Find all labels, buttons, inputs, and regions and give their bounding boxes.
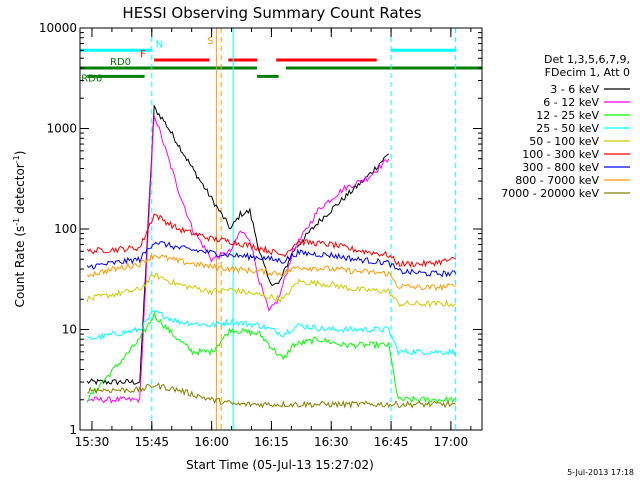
y-axis-label-sup2: -1: [12, 155, 21, 163]
series-line-5: [86, 213, 456, 268]
series-line-8: [87, 382, 456, 409]
x-tick-label-5: 16:45: [374, 435, 409, 449]
x-tick-label-4: 16:30: [314, 435, 349, 449]
legend-header-0: Det 1,3,5,6,7,9,: [544, 53, 630, 66]
y-axis-label-mid: detector: [13, 163, 27, 218]
y-axis-label-main: Count Rate (s: [13, 226, 27, 308]
flag-bars: NF RD0 RD6 S: [80, 36, 482, 84]
marker-lines: [151, 28, 457, 430]
y-tick-label-3: 1000: [46, 122, 77, 136]
legend-label-5: 100 - 300 keV: [522, 148, 599, 161]
y-tick-label-2: 100: [54, 222, 77, 236]
x-tick-label-0: 15:30: [75, 435, 110, 449]
chart-title: HESSI Observing Summary Count Rates: [122, 4, 421, 22]
x-tick-label-6: 17:00: [434, 435, 469, 449]
legend-label-3: 25 - 50 keV: [536, 122, 599, 135]
x-axis-ticks: 15:30 15:45 16:00 16:15 16:30 16:45 17:00: [75, 28, 472, 449]
x-tick-label-1: 15:45: [134, 435, 169, 449]
legend-label-2: 12 - 25 keV: [536, 109, 599, 122]
series-line-6: [86, 241, 457, 278]
series-lines: [86, 104, 457, 409]
y-tick-label-1: 10: [62, 323, 77, 337]
legend-label-7: 800 - 7000 keV: [515, 174, 599, 187]
series-line-3: [86, 309, 457, 357]
series-line-1: [87, 115, 390, 404]
legend: Det 1,3,5,6,7,9,FDecim 1, Att 0 3 - 6 keV…: [501, 53, 630, 200]
legend-label-4: 50 - 100 keV: [529, 135, 599, 148]
y-axis-label-sup1: -1: [12, 218, 21, 226]
y-tick-label-0: 1: [69, 423, 77, 437]
flag-label-n: N: [156, 39, 163, 50]
x-axis-label: Start Time (05-Jul-13 15:27:02): [186, 458, 374, 472]
x-tick-label-3: 16:15: [254, 435, 289, 449]
date-stamp: 5-Jul-2013 17:18: [567, 468, 634, 477]
legend-header-1: FDecim 1, Att 0: [545, 66, 630, 79]
flag-label-f: F: [140, 49, 146, 60]
series-line-4: [86, 272, 456, 308]
series-line-0: [86, 104, 389, 386]
flag-label-rd0: RD0: [110, 57, 131, 68]
series-line-2: [86, 310, 456, 404]
y-axis-ticks: 1 10 100 1000 10000: [39, 21, 482, 437]
legend-label-8: 7000 - 20000 keV: [501, 187, 599, 200]
y-axis-label: Count Rate (s-1 detector-1): [12, 151, 27, 308]
y-tick-label-4: 10000: [39, 21, 77, 35]
y-axis-label-end: ): [13, 151, 27, 156]
legend-label-1: 6 - 12 keV: [543, 96, 599, 109]
x-tick-label-2: 16:00: [194, 435, 229, 449]
legend-label-0: 3 - 6 keV: [550, 83, 599, 96]
series-line-7: [86, 252, 456, 292]
flag-label-rd6: RD6: [81, 73, 102, 84]
saa-label: S: [207, 36, 213, 47]
legend-label-6: 300 - 800 keV: [522, 161, 599, 174]
